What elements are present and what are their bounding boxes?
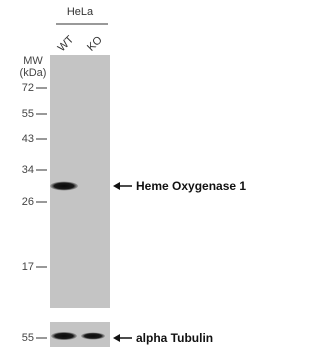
marker: 55 — [22, 332, 34, 344]
cell-line: HeLa — [67, 6, 94, 18]
upper-gel — [50, 55, 110, 308]
upper-markers: 72 55 43 34 26 17 — [22, 82, 47, 273]
arrow — [113, 182, 132, 190]
mw-label: MW — [23, 55, 43, 67]
mw-label: (kDa) — [20, 67, 47, 79]
band — [51, 332, 77, 340]
marker: 26 — [22, 196, 34, 208]
lane-label: KO — [85, 34, 105, 54]
marker: 17 — [22, 261, 34, 273]
lane-label: WT — [56, 33, 77, 54]
marker: 72 — [22, 82, 34, 94]
band — [50, 182, 78, 191]
band — [81, 333, 105, 340]
marker: 55 — [22, 108, 34, 120]
target-label: Heme Oxygenase 1 — [136, 179, 246, 193]
western-blot: HeLa WT KO MW (kDa) 72 55 43 34 26 17 55… — [0, 0, 266, 347]
marker: 43 — [22, 133, 34, 145]
target-label: alpha Tubulin — [136, 331, 213, 345]
arrow — [113, 334, 132, 342]
marker: 34 — [22, 164, 34, 176]
